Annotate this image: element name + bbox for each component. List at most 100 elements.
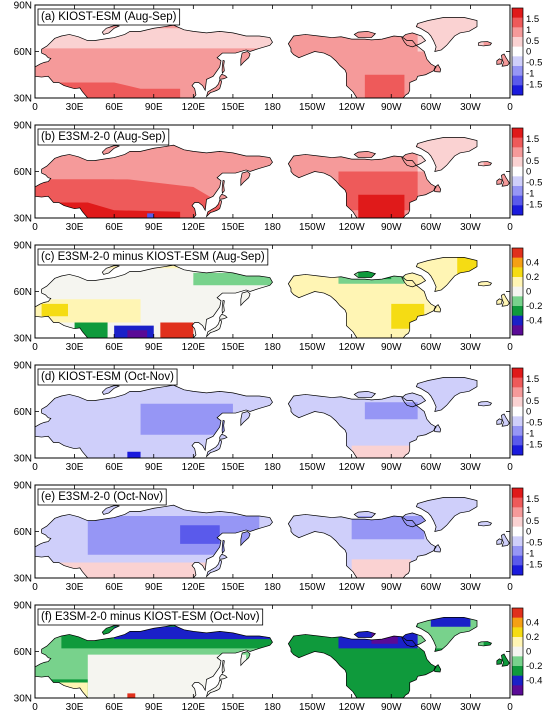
- lat-tick-label: 60N: [14, 287, 32, 298]
- colorbar-swatch: [512, 555, 523, 566]
- coastline: [240, 411, 251, 427]
- lon-tick-label: 120W: [339, 222, 366, 233]
- coastline: [433, 64, 442, 73]
- colorbar-tick-label: 0: [526, 647, 531, 658]
- colorbar-tick-label: -1: [526, 188, 534, 199]
- panel-title: (c) E3SM-2-0 minus KIOST-ESM (Aug-Sep): [41, 251, 265, 263]
- colorbar-tick-label: -0.5: [526, 178, 542, 189]
- lat-tick-label: 60N: [14, 47, 32, 58]
- coastline: [240, 291, 251, 307]
- panel-title-box: [37, 488, 167, 506]
- coastline: [101, 145, 120, 155]
- lon-tick-label: 180: [264, 582, 281, 593]
- lon-tick-label: 30W: [460, 702, 481, 713]
- coastline: [219, 673, 228, 680]
- lon-tick-label: 120W: [339, 462, 366, 473]
- coastline: [353, 30, 377, 38]
- lon-tick-label: 180: [264, 462, 281, 473]
- coastline: [501, 173, 510, 187]
- colorbar-swatch: [512, 526, 523, 537]
- coastline: [287, 34, 437, 99]
- coastline: [240, 531, 251, 547]
- lon-tick-label: 150W: [299, 582, 326, 593]
- lon-tick-label: 60E: [105, 222, 123, 233]
- colorbar-swatch: [512, 646, 523, 657]
- colorbar-tick-label: -1.5: [526, 199, 542, 210]
- panel-title-box: [37, 8, 181, 26]
- lon-tick-label: 120W: [339, 102, 366, 113]
- colorbar-tick-label: 0: [526, 527, 531, 538]
- colorbar: 0.4 0.2 0 -0.2 -0.4: [511, 247, 542, 336]
- lon-tick-label: 120E: [182, 342, 206, 353]
- colorbar-swatch: [512, 176, 523, 187]
- lon-tick-label: 150E: [221, 462, 245, 473]
- lon-tick-label: 60W: [421, 342, 442, 353]
- contour-region: [140, 403, 233, 435]
- coastline: [205, 319, 223, 338]
- coastline: [415, 617, 478, 652]
- coastline: [501, 653, 510, 667]
- coastline: [496, 178, 503, 185]
- colorbar-swatch: [512, 608, 523, 618]
- lon-tick-label: 30E: [66, 582, 84, 593]
- lon-tick-label: 0: [507, 222, 513, 233]
- colorbar-tick-label: -0.5: [526, 538, 542, 549]
- coastline: [221, 419, 225, 435]
- colorbar-swatch: [512, 426, 523, 436]
- colorbar-swatch: [512, 267, 523, 278]
- lon-tick-label: 150E: [221, 342, 245, 353]
- colorbar-tick-label: 0.5: [526, 36, 539, 47]
- lon-tick-label: 0: [32, 702, 38, 713]
- coastline: [240, 171, 251, 187]
- coastline: [477, 161, 493, 167]
- lon-tick-label: 180: [264, 102, 281, 113]
- lon-tick-label: 90E: [145, 462, 163, 473]
- lon-tick-label: 60E: [105, 462, 123, 473]
- coastline: [433, 544, 442, 553]
- lat-tick-label: 60N: [14, 647, 32, 658]
- colorbar-swatch: [512, 56, 523, 67]
- coastline: [477, 641, 493, 647]
- coastline: [415, 377, 478, 412]
- coastline: [221, 179, 225, 195]
- colorbar-swatch: [512, 387, 523, 398]
- colorbar-tick-label: 1.5: [526, 494, 539, 505]
- coastline: [287, 154, 437, 219]
- colorbar-swatch: [512, 627, 523, 638]
- coastline: [219, 313, 228, 320]
- panel-title: (b) E3SM-2-0 (Aug-Sep): [41, 131, 166, 143]
- lon-tick-label: 30W: [460, 462, 481, 473]
- colorbar-tick-label: 1.5: [526, 374, 539, 385]
- lon-tick-label: 120E: [182, 462, 206, 473]
- colorbar-tick-label: -1: [526, 68, 534, 79]
- coastline: [477, 401, 493, 407]
- colorbar-swatch: [512, 277, 523, 287]
- lat-tick-label: 90N: [14, 481, 32, 492]
- lat-tick-label: 30N: [14, 94, 32, 105]
- colorbar-swatch: [512, 85, 523, 96]
- colorbar-swatch: [512, 157, 523, 167]
- colorbar-frame: [511, 367, 524, 456]
- coastline: [219, 193, 228, 200]
- coastline: [401, 392, 427, 408]
- colorbar-swatch: [512, 517, 523, 527]
- colorbar-swatch: [512, 497, 523, 508]
- contour-region: [160, 322, 194, 338]
- lon-tick-label: 30E: [66, 102, 84, 113]
- lon-tick-label: 0: [507, 342, 513, 353]
- lon-tick-label: 150W: [299, 702, 326, 713]
- colorbar-swatch: [512, 66, 523, 76]
- lat-tick-label: 60N: [14, 407, 32, 418]
- map-panel: 30N 60N 90N 0 30E 60E 90E 120E 150E 180 150W 120W 90…: [14, 601, 514, 714]
- lon-tick-label: 150W: [299, 222, 326, 233]
- colorbar-tick-label: 0.2: [526, 272, 539, 283]
- lon-tick-label: 60W: [421, 462, 442, 473]
- colorbar-tick-label: 1: [526, 145, 531, 156]
- colorbar-swatch: [512, 137, 523, 148]
- colorbar-tick-label: -1: [526, 548, 534, 559]
- coastline: [287, 274, 437, 339]
- colorbar: 0.4 0.2 0 -0.2 -0.4: [511, 607, 542, 696]
- colorbar-swatch: [512, 406, 523, 417]
- colorbar-tick-label: 1: [526, 505, 531, 516]
- lon-tick-label: 30W: [460, 582, 481, 593]
